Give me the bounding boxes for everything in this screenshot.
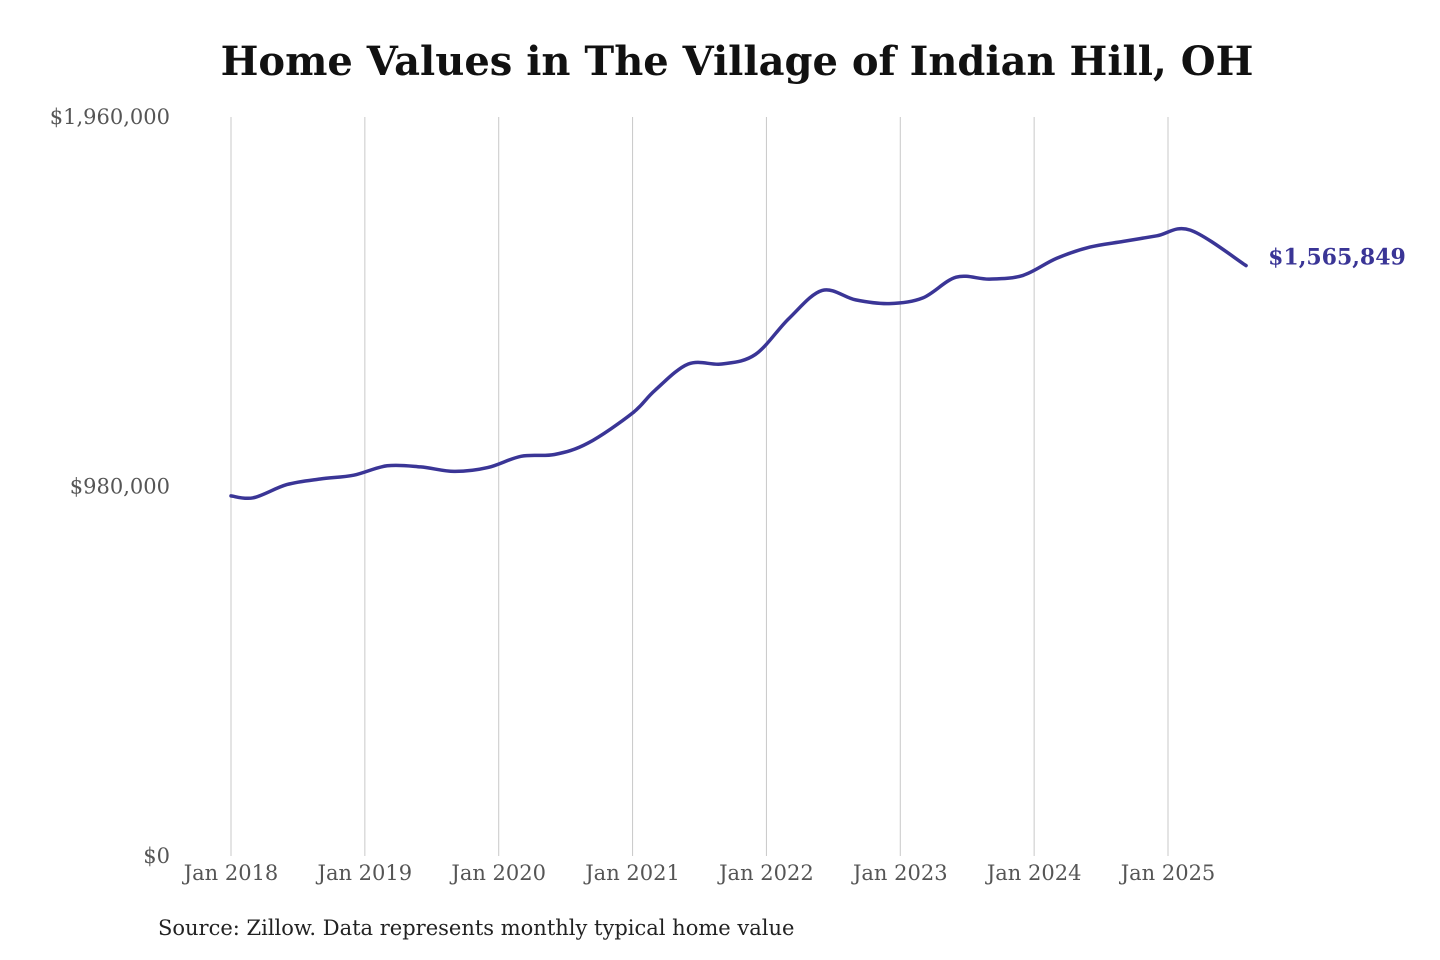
x-tick-label: Jan 2021 <box>583 861 680 885</box>
x-tick-label: Jan 2023 <box>851 861 948 885</box>
series-line <box>229 226 1248 501</box>
x-tick-label: Jan 2019 <box>316 861 413 885</box>
x-tick-label: Jan 2020 <box>449 861 546 885</box>
series-layer: $1,565,849 <box>229 226 1406 501</box>
chart-title: Home Values in The Village of Indian Hil… <box>220 38 1254 85</box>
y-tick-label: $0 <box>143 844 170 868</box>
y-tick-label: $980,000 <box>70 475 170 499</box>
x-axis: Jan 2018 Jan 2019 Jan 2020 Jan 2021 Jan 2022… <box>182 861 1216 885</box>
y-tick-label: $1,960,000 <box>50 105 170 129</box>
x-tick-label: Jan 2018 <box>182 861 279 885</box>
x-tick-label: Jan 2022 <box>717 861 814 885</box>
x-tick-label: Jan 2025 <box>1119 861 1216 885</box>
source-note: Source: Zillow. Data represents monthly … <box>158 916 795 940</box>
end-value-label: $1,565,849 <box>1268 245 1406 271</box>
gridlines <box>230 117 1169 856</box>
x-tick-label: Jan 2024 <box>985 861 1082 885</box>
y-axis: $0 $980,000 $1,960,000 <box>50 105 170 868</box>
